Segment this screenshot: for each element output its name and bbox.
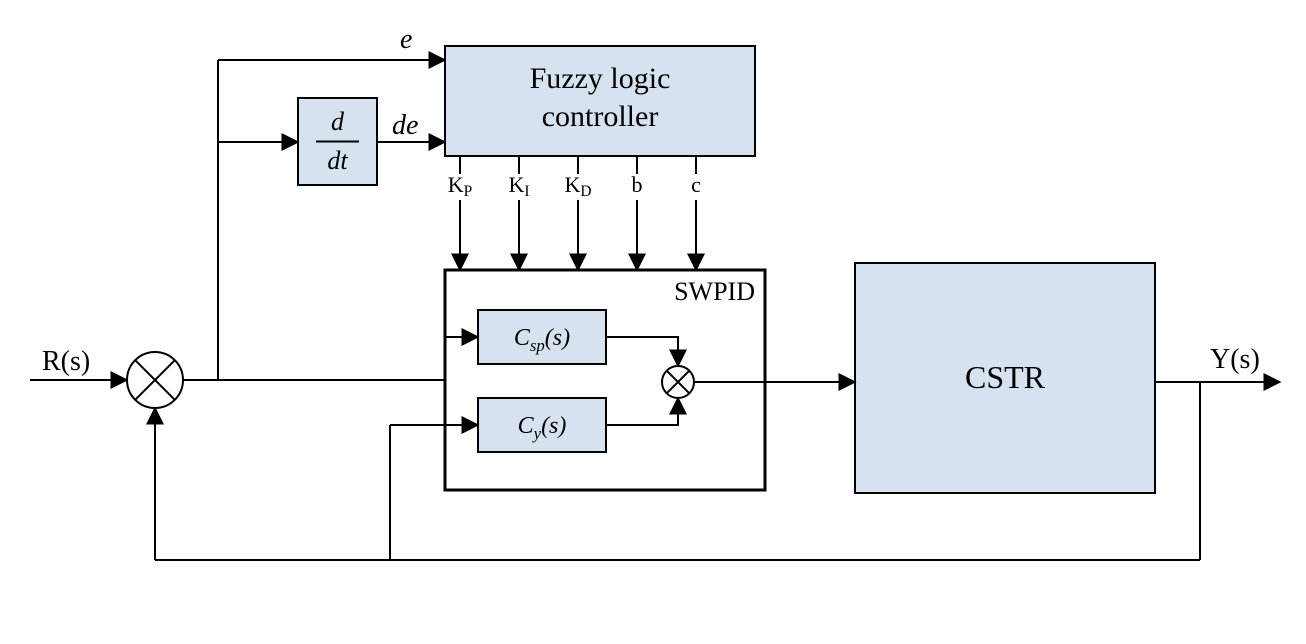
error-label: e — [400, 24, 412, 55]
csp-block: Csp(s) — [478, 310, 606, 364]
cstr-label: CSTR — [965, 359, 1046, 395]
cstr-block: CSTR — [855, 263, 1155, 493]
param-arrows: KP KI KD b c — [448, 156, 701, 270]
deriv-numer: d — [331, 107, 345, 136]
inner-summing-junction — [662, 366, 694, 398]
fuzzy-label-2: controller — [542, 100, 659, 133]
param-label-2: KD — [564, 172, 591, 200]
swpid-label: SWPID — [674, 277, 755, 306]
input-label: R(s) — [42, 346, 90, 377]
param-label-3: b — [632, 172, 643, 197]
wire-cy-to-innersum — [606, 398, 678, 425]
main-summing-junction — [127, 352, 183, 408]
wire-csp-to-innersum — [606, 337, 678, 366]
fuzzy-controller-block: Fuzzy logic controller — [445, 46, 755, 156]
cy-label: Cy(s) — [518, 413, 567, 443]
fuzzy-label-1: Fuzzy logic — [530, 62, 671, 95]
param-label-1: KI — [508, 172, 529, 200]
output-label: Y(s) — [1210, 344, 1260, 375]
param-label-4: c — [691, 172, 701, 197]
control-block-diagram: Fuzzy logic controller d dt SWPID Csp(s)… — [0, 0, 1306, 644]
cy-block: Cy(s) — [478, 398, 606, 452]
deriv-denom: dt — [327, 146, 348, 175]
swpid-block: SWPID — [445, 270, 765, 490]
param-label-0: KP — [448, 172, 472, 200]
derror-label: de — [392, 110, 418, 141]
derivative-block: d dt — [298, 98, 377, 185]
